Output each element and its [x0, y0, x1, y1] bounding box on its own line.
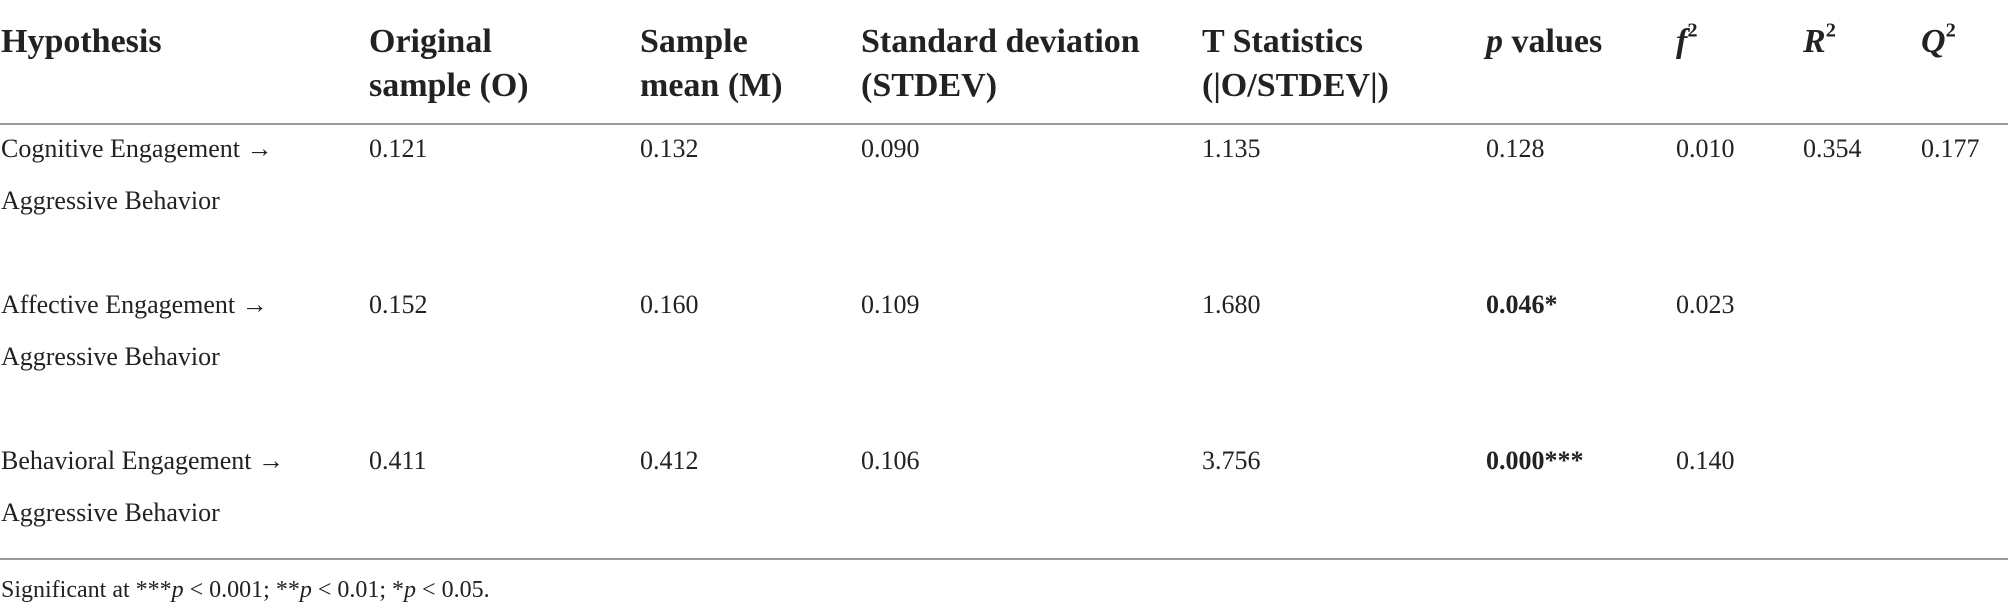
header-f-base: f [1676, 23, 1688, 60]
header-t-statistics: T Statistics (|O/STDEV|) [1202, 20, 1389, 108]
header-sample-mean: Sample mean (M) [640, 20, 783, 108]
footnote-prefix: Significant at *** [1, 577, 172, 603]
header-divider [0, 123, 2008, 125]
table-row-2-hypothesis: Affective Engagement → Aggressive Behavi… [1, 279, 268, 383]
row-2-f-squared: 0.023 [1676, 290, 1735, 319]
footnote-t2: < 0.01; * [311, 577, 405, 603]
row-1-t-statistics: 1.135 [1202, 134, 1261, 163]
header-f-sup: 2 [1687, 19, 1698, 42]
row-2-standard-deviation: 0.109 [861, 290, 920, 319]
table-row-1-hypothesis: Cognitive Engagement → Aggressive Behavi… [1, 123, 273, 227]
header-r-base: R [1803, 23, 1826, 60]
header-t-statistics-line1: T Statistics [1202, 23, 1363, 60]
row-1-hypothesis-line2: Aggressive Behavior [1, 186, 220, 215]
row-1-p-value: 0.128 [1486, 134, 1545, 163]
header-hypothesis: Hypothesis [1, 23, 162, 60]
header-p-values: p values [1486, 20, 1602, 64]
row-1-q-squared: 0.177 [1921, 134, 1980, 163]
header-p-symbol: p [1486, 23, 1503, 60]
footnote-p3: p [404, 577, 417, 603]
significance-footnote: Significant at ***p < 0.001; **p < 0.01;… [1, 568, 490, 612]
row-2-sample-mean: 0.160 [640, 290, 699, 319]
row-1-r-squared: 0.354 [1803, 134, 1862, 163]
header-standard-deviation: Standard deviation (STDEV) [861, 20, 1140, 108]
row-2-p-value: 0.046* [1486, 290, 1558, 319]
table-row-3-hypothesis: Behavioral Engagement → Aggressive Behav… [1, 435, 284, 539]
header-original-sample-line1: Original [369, 23, 492, 60]
row-3-standard-deviation: 0.106 [861, 446, 920, 475]
header-r-sup: 2 [1825, 19, 1836, 42]
header-t-statistics-line2: (|O/STDEV|) [1202, 67, 1389, 104]
row-3-p-value: 0.000*** [1486, 446, 1584, 475]
header-original-sample-line2: sample (O) [369, 67, 529, 104]
header-standard-deviation-line1: Standard deviation [861, 23, 1140, 60]
row-2-t-statistics: 1.680 [1202, 290, 1261, 319]
footnote-t1: < 0.001; ** [183, 577, 300, 603]
row-3-original-sample: 0.411 [369, 446, 427, 475]
footnote-p2: p [299, 577, 312, 603]
row-3-t-statistics: 3.756 [1202, 446, 1261, 475]
row-1-original-sample: 0.121 [369, 134, 428, 163]
header-standard-deviation-line2: (STDEV) [861, 67, 998, 104]
row-1-sample-mean: 0.132 [640, 134, 699, 163]
row-1-f-squared: 0.010 [1676, 134, 1735, 163]
row-3-hypothesis-line1: Behavioral Engagement → [1, 446, 285, 475]
header-sample-mean-line1: Sample [640, 23, 748, 60]
row-3-f-squared: 0.140 [1676, 446, 1735, 475]
header-f-squared: f2 [1676, 20, 1698, 64]
row-3-sample-mean: 0.412 [640, 446, 699, 475]
header-p-values-text: values [1503, 23, 1603, 60]
footnote-p1: p [171, 577, 184, 603]
header-q-sup: 2 [1945, 19, 1956, 42]
row-1-standard-deviation: 0.090 [861, 134, 920, 163]
header-sample-mean-line2: mean (M) [640, 67, 783, 104]
row-1-hypothesis-line1: Cognitive Engagement → [1, 134, 273, 163]
footnote-t3: < 0.05. [416, 577, 490, 603]
header-r-squared: R2 [1803, 20, 1836, 64]
row-2-hypothesis-line1: Affective Engagement → [1, 290, 268, 319]
header-q-squared: Q2 [1921, 20, 1956, 64]
header-q-base: Q [1921, 23, 1946, 60]
row-2-original-sample: 0.152 [369, 290, 428, 319]
header-original-sample: Original sample (O) [369, 20, 529, 108]
row-3-hypothesis-line2: Aggressive Behavior [1, 498, 220, 527]
footer-divider [0, 558, 2008, 560]
row-2-hypothesis-line2: Aggressive Behavior [1, 342, 220, 371]
